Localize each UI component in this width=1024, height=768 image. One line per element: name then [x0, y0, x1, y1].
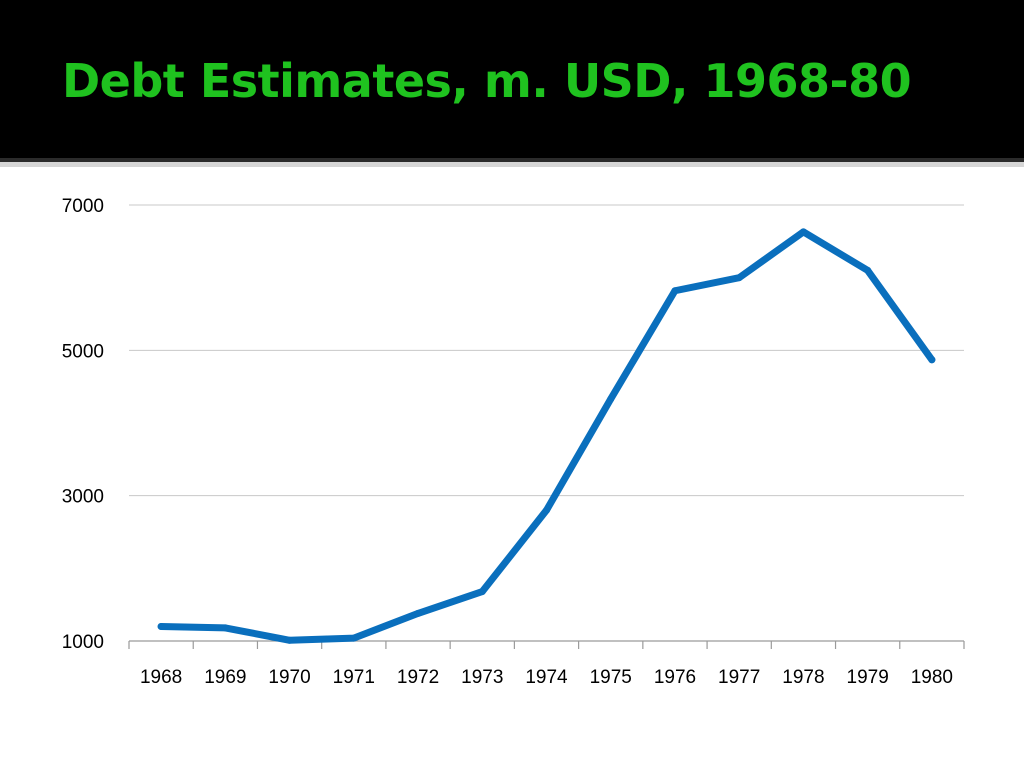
x-tick-label: 1977 — [718, 667, 760, 688]
gridlines — [129, 204, 964, 497]
x-tick-label: 1978 — [782, 667, 824, 688]
data-point — [350, 634, 358, 642]
x-tick-label: 1979 — [847, 667, 889, 688]
y-tick-label: 5000 — [62, 341, 104, 362]
y-tick-label: 1000 — [62, 632, 104, 653]
data-point — [799, 228, 807, 236]
title-divider-shadow — [0, 162, 1024, 167]
series-line — [157, 228, 936, 644]
title-bar: Debt Estimates, m. USD, 1968-80 — [0, 0, 1024, 158]
data-point — [478, 588, 486, 596]
x-tick-label: 1970 — [268, 667, 310, 688]
x-tick-label: 1976 — [654, 667, 696, 688]
y-tick-label: 7000 — [62, 196, 104, 217]
x-tick-label: 1972 — [397, 667, 439, 688]
series-group — [157, 228, 936, 644]
data-point — [157, 622, 165, 630]
x-tick-label: 1974 — [525, 667, 568, 688]
data-point — [221, 624, 229, 632]
x-tick-label: 1969 — [204, 667, 246, 688]
x-tick-label: 1973 — [461, 667, 503, 688]
y-axis-tick-labels: 1000 3000 5000 7000 — [62, 196, 104, 653]
y-tick-label: 3000 — [62, 487, 104, 508]
data-point — [735, 274, 743, 282]
data-point — [286, 636, 294, 644]
data-point — [543, 506, 550, 514]
slide-title: Debt Estimates, m. USD, 1968-80 — [62, 54, 912, 108]
x-tick-label: 1971 — [333, 667, 375, 688]
data-point — [671, 287, 679, 295]
data-point — [864, 266, 872, 274]
title-divider — [0, 158, 1024, 162]
x-axis — [128, 640, 965, 649]
x-tick-label: 1968 — [140, 667, 182, 688]
data-point — [607, 395, 615, 403]
x-tick-label: 1980 — [911, 667, 953, 688]
data-point — [414, 609, 422, 617]
x-tick-label: 1975 — [590, 667, 632, 688]
x-axis-tick-labels: 1968 1969 1970 1971 1972 1973 1974 1975 1976 1977… — [140, 667, 953, 688]
data-point — [928, 356, 936, 364]
